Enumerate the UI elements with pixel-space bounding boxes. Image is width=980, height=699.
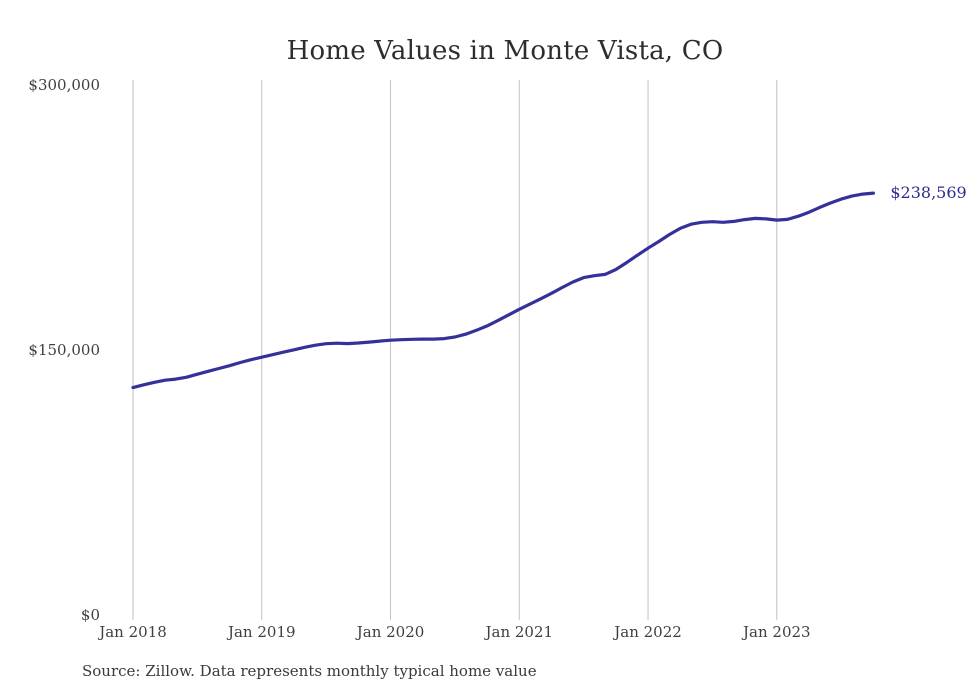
y-tick-label: $0 bbox=[80, 606, 100, 624]
x-tick-label: Jan 2023 bbox=[743, 623, 811, 641]
x-tick-label: Jan 2018 bbox=[99, 623, 167, 641]
y-tick-label: $300,000 bbox=[28, 75, 100, 94]
y-tick-label: $150,000 bbox=[28, 340, 100, 359]
x-tick-label: Jan 2022 bbox=[614, 623, 682, 641]
home-value-line bbox=[131, 191, 875, 390]
source-note: Source: Zillow. Data represents monthly … bbox=[82, 662, 537, 680]
x-tick-label: Jan 2020 bbox=[356, 623, 425, 641]
x-tick-label: Jan 2019 bbox=[227, 623, 296, 641]
chart-title: Home Values in Monte Vista, CO bbox=[286, 36, 724, 66]
last-value-label: $238,569 bbox=[890, 183, 967, 203]
x-tick-label: Jan 2021 bbox=[485, 623, 554, 641]
